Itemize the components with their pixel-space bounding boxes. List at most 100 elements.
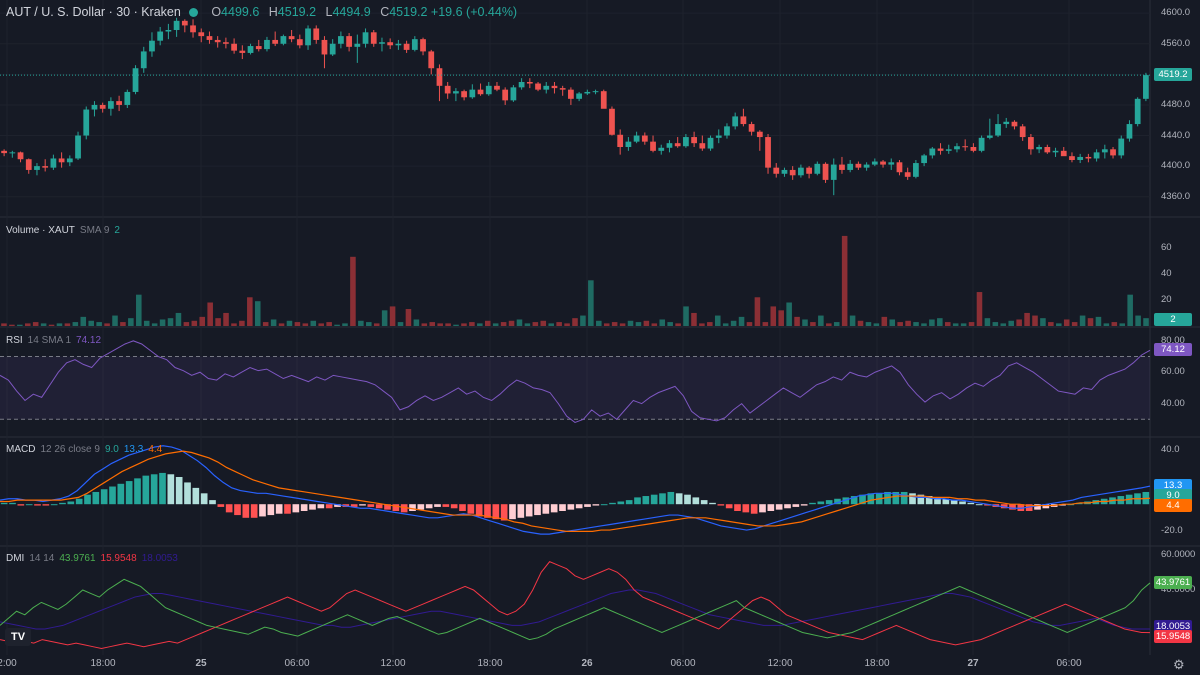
candle-body	[108, 101, 114, 109]
macd-histogram-bar	[292, 504, 300, 513]
volume-bar	[294, 322, 301, 326]
candle-body	[370, 32, 377, 44]
candle-body	[288, 36, 295, 40]
macd-histogram-bar	[375, 504, 383, 509]
volume-bar	[492, 323, 499, 326]
candle-body	[239, 50, 246, 53]
macd-histogram-bar	[42, 504, 50, 506]
volume-bar	[873, 323, 880, 326]
macd-histogram-bar	[192, 487, 200, 505]
volume-bar	[326, 322, 332, 326]
candle-body	[1, 150, 7, 154]
volume-bar	[1040, 318, 1046, 326]
volume-bar	[556, 322, 562, 326]
candle-body	[789, 169, 796, 176]
volume-bar	[421, 323, 428, 326]
dmi-minus-value: 15.9548	[100, 553, 137, 564]
candle-body	[411, 39, 418, 50]
volume-bar	[207, 302, 213, 326]
volume-bar	[1127, 294, 1133, 326]
candle-body	[1110, 149, 1116, 156]
volume-legend[interactable]: Volume · XAUT SMA 9 2	[6, 225, 125, 236]
candle-body	[798, 167, 804, 176]
macd-histogram-bar	[1059, 504, 1066, 506]
macd-histogram-bar	[442, 504, 450, 507]
gear-icon[interactable]: ⚙	[1173, 657, 1185, 672]
dmi-legend[interactable]: DMI 14 14 43.9761 15.9548 18.0053	[6, 553, 183, 564]
candle-body	[25, 159, 32, 170]
volume-bar	[231, 323, 237, 326]
candle-body	[149, 40, 155, 52]
volume-bar	[1143, 318, 1149, 326]
candle-body	[9, 152, 16, 154]
volume-bar	[992, 322, 999, 326]
candle-body	[1085, 156, 1092, 159]
tradingview-logo[interactable]: TV	[5, 628, 31, 646]
candle-body	[674, 143, 681, 147]
macd-histogram-bar	[275, 504, 283, 514]
volume-bar	[310, 320, 317, 326]
candle-body	[814, 163, 821, 174]
macd-histogram-bar	[417, 504, 425, 510]
candle-body	[724, 126, 730, 136]
candle-body	[715, 135, 722, 138]
rsi-legend[interactable]: RSI 14 SMA 1 74.12	[6, 335, 106, 346]
price-tick-label: 4480.0	[1161, 98, 1191, 110]
candle-body	[740, 116, 747, 125]
volume-bar	[199, 316, 206, 326]
macd-histogram-bar	[92, 491, 100, 505]
volume-bar	[175, 312, 182, 326]
macd-line	[0, 445, 1151, 535]
candle-body	[822, 163, 829, 180]
macd-histogram-bar	[284, 504, 291, 514]
volume-value: 2	[114, 225, 120, 236]
volume-bar	[588, 280, 594, 326]
macd-histogram-bar	[734, 504, 741, 511]
macd-histogram-bar	[842, 497, 850, 505]
macd-histogram-bar	[742, 504, 750, 513]
candle-body	[1060, 150, 1067, 157]
candle-body	[535, 83, 541, 90]
macd-histogram-bar	[834, 498, 841, 505]
macd-histogram-bar	[917, 494, 925, 505]
volume-bar	[143, 320, 150, 326]
macd-histogram-bar	[609, 502, 616, 505]
macd-histogram-bar	[967, 502, 975, 505]
volume-bar	[937, 318, 943, 326]
volume-bar	[1000, 323, 1007, 326]
candle-body	[1028, 137, 1034, 150]
candle-body	[633, 135, 640, 142]
ohlc-open-key: O	[211, 5, 222, 19]
candle-body	[272, 39, 279, 44]
x-tick-label: 18:00	[90, 658, 116, 669]
volume-bar	[1, 323, 7, 326]
volume-bar	[532, 322, 539, 326]
volume-bar	[516, 319, 523, 326]
candle-body	[1101, 149, 1108, 153]
volume-bar	[48, 324, 55, 326]
dmi-params: 14 14	[29, 553, 55, 564]
macd-histogram-bar	[59, 502, 66, 505]
volume-bar	[675, 323, 681, 326]
macd-histogram-bar	[125, 481, 133, 505]
symbol-title[interactable]: AUT / U. S. Dollar · 30 · Kraken	[6, 5, 181, 19]
volume-bar	[484, 320, 491, 326]
macd-histogram-bar	[509, 504, 516, 520]
macd-histogram-bar	[392, 504, 400, 511]
adx-line	[0, 589, 1151, 630]
candle-body	[1036, 147, 1042, 150]
macd-histogram-bar	[109, 486, 116, 505]
macd-histogram-bar	[634, 497, 641, 505]
macd-histogram-bar	[800, 504, 808, 506]
candle-body	[880, 161, 886, 165]
candle-body	[945, 149, 952, 151]
macd-hist-value: 9.0	[104, 444, 119, 455]
macd-histogram-bar	[309, 504, 316, 510]
volume-bar	[968, 322, 975, 326]
macd-histogram-bar	[234, 504, 241, 516]
ohlc-low: 4494.9	[332, 5, 371, 19]
macd-legend[interactable]: MACD 12 26 close 9 9.0 13.3 4.4	[6, 444, 167, 455]
candle-body	[428, 51, 435, 69]
macd-histogram-bar	[692, 497, 700, 505]
